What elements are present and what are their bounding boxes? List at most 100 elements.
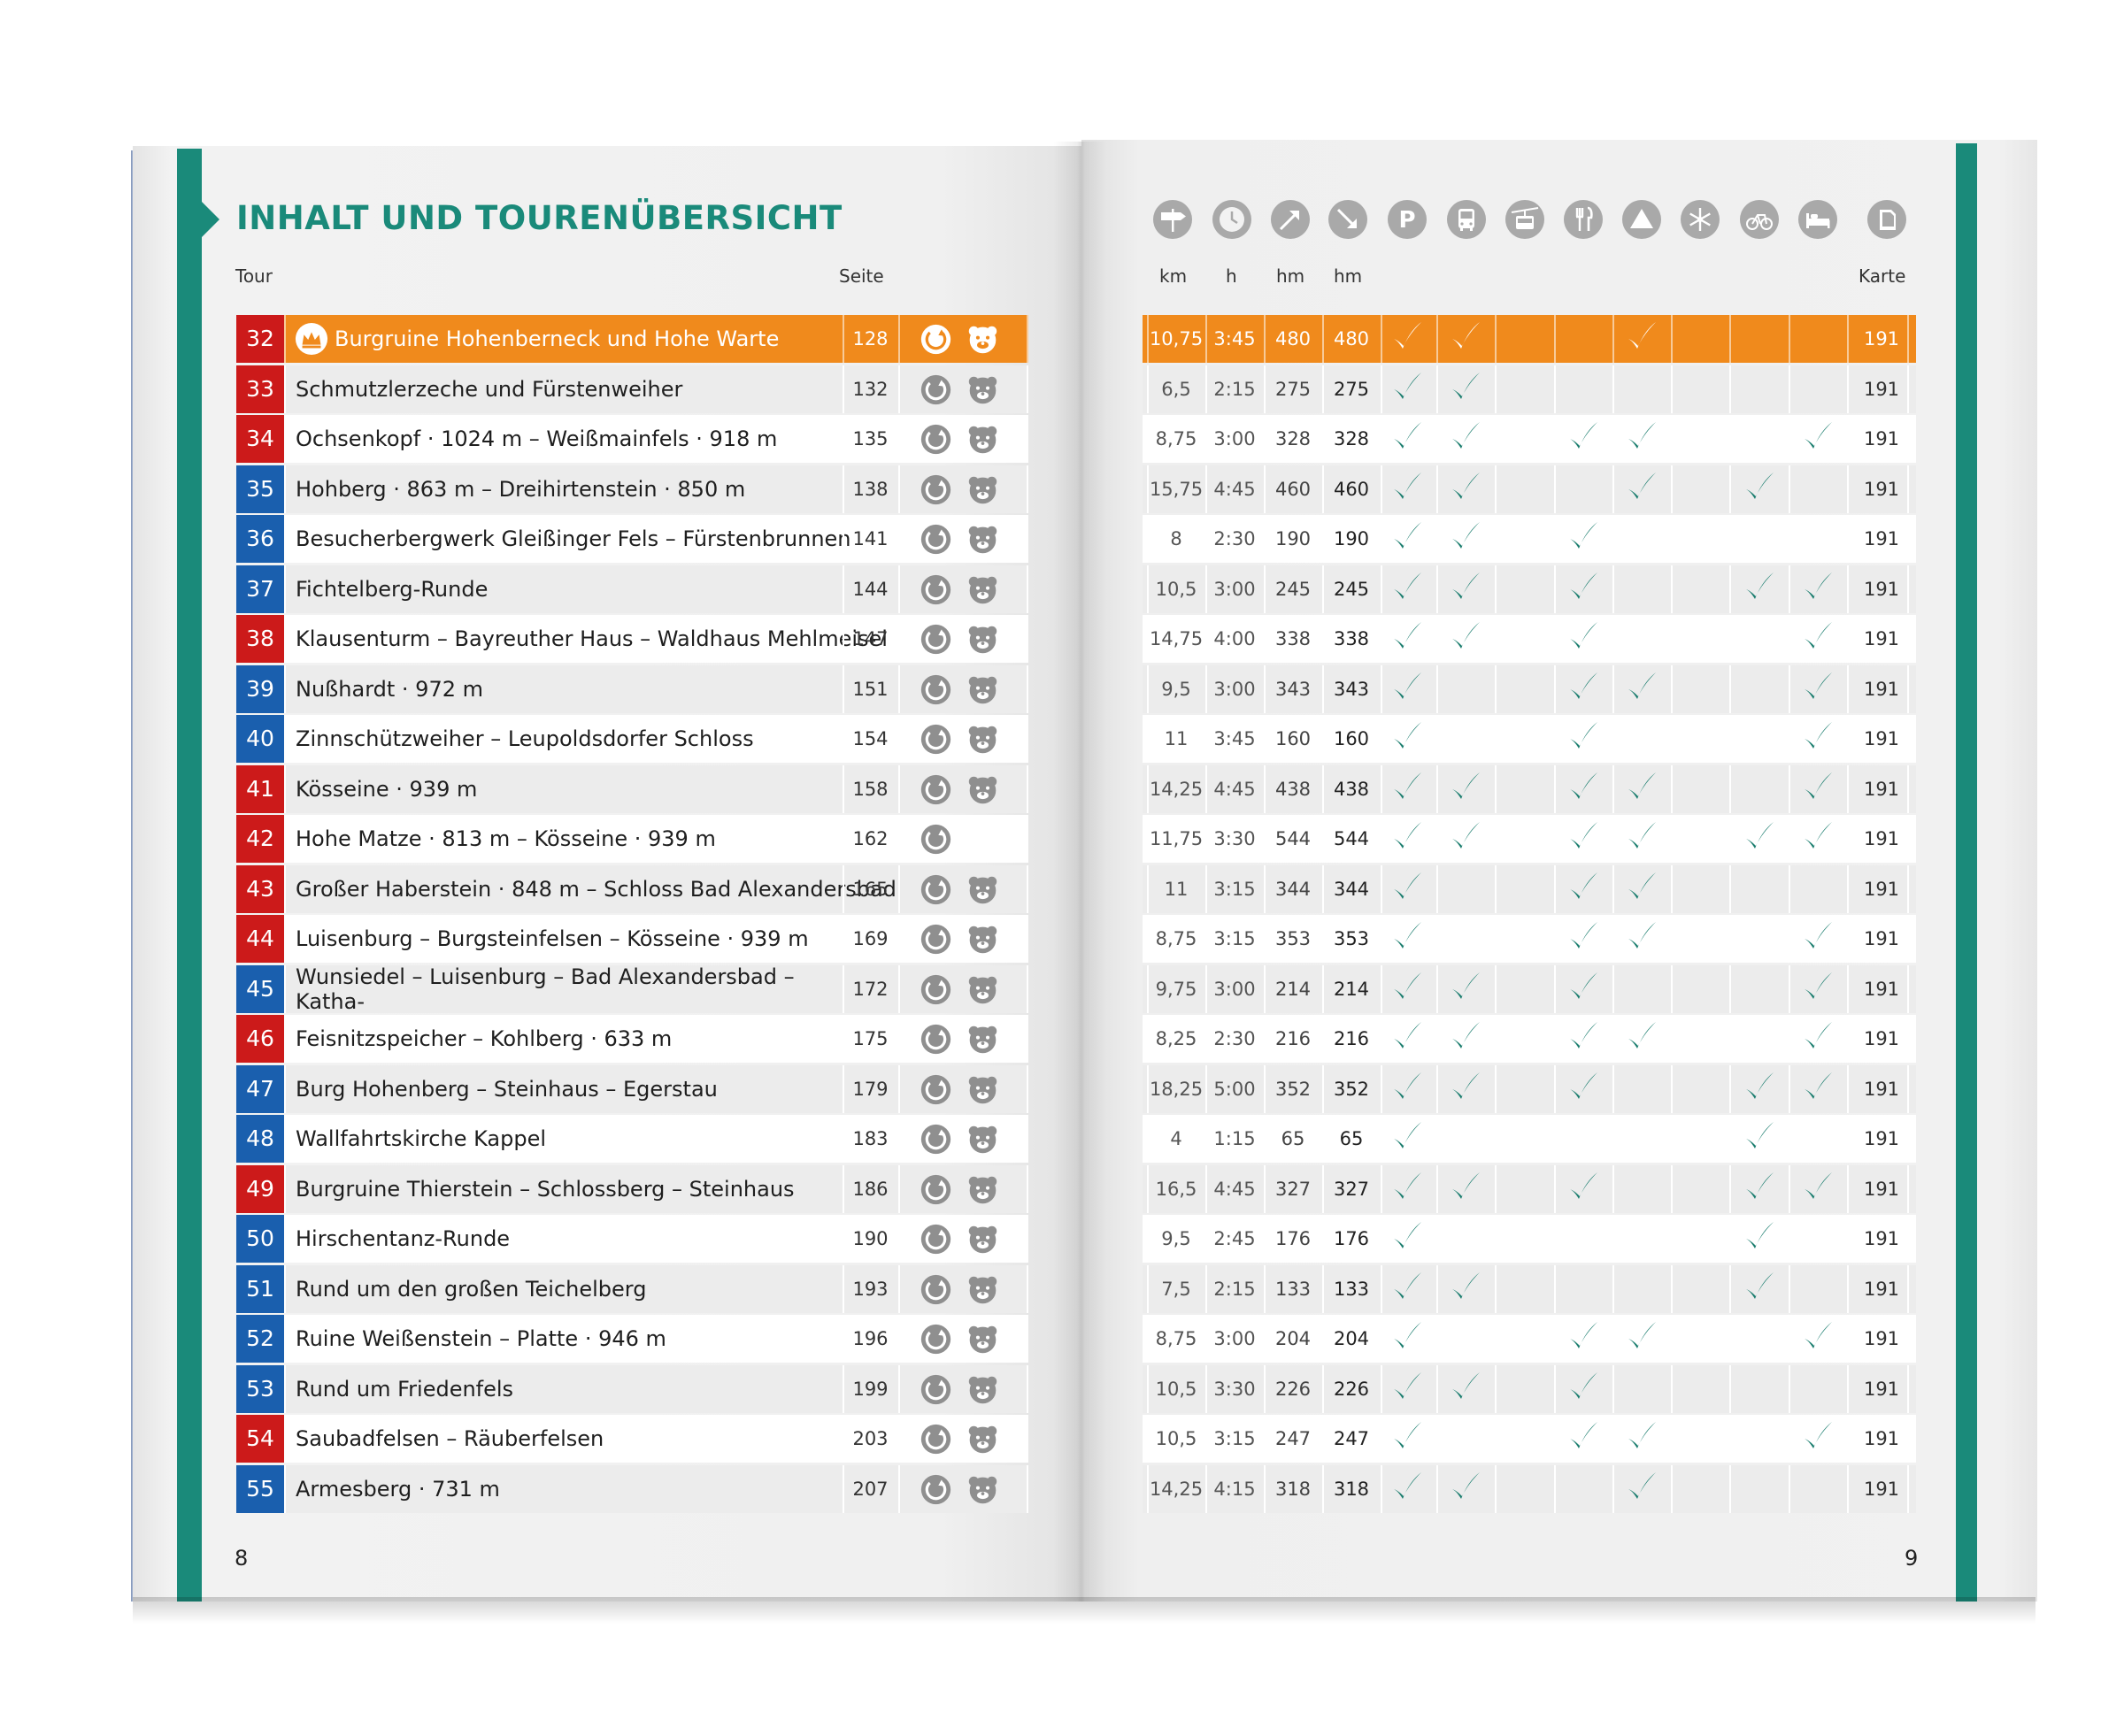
column-separator [1671, 1365, 1673, 1413]
column-separator [1847, 1015, 1849, 1063]
column-separator [1322, 1465, 1324, 1513]
column-separator [1847, 565, 1849, 613]
tour-number-badge: 37 [236, 565, 284, 613]
column-separator [898, 315, 900, 363]
column-separator [1264, 1415, 1266, 1463]
bed-check-icon [1799, 1069, 1836, 1108]
column-separator [1671, 715, 1673, 763]
column-separator [1027, 865, 1028, 913]
column-separator [843, 465, 844, 513]
round-tour-icon [920, 1373, 952, 1406]
column-separator [843, 1215, 844, 1263]
column-separator [1729, 1215, 1731, 1263]
table-row: 48 Wallfahrtskirche Kappel 183 4 1:15 65 65 191 [0, 1115, 2124, 1163]
column-separator [1612, 765, 1614, 813]
distance-km: 8,75 [1155, 928, 1197, 949]
column-separator [1554, 1015, 1556, 1063]
round-tour-icon [920, 573, 952, 606]
restaurant-check-icon [1565, 818, 1602, 857]
family-bear-icon [966, 723, 999, 756]
column-separator [1907, 965, 1909, 1013]
column-header-tour: Tour [235, 265, 273, 287]
column-separator [1264, 465, 1266, 513]
page-ref: 169 [852, 928, 889, 949]
map-ref: 191 [1863, 1328, 1900, 1349]
column-separator [1322, 1065, 1324, 1113]
duration-h: 3:00 [1213, 1328, 1256, 1349]
column-separator [1322, 1215, 1324, 1263]
ascent-hm: 352 [1274, 1079, 1312, 1100]
restaurant-check-icon [1565, 969, 1602, 1008]
bed-check-icon [1799, 769, 1836, 808]
column-separator [1729, 1165, 1731, 1213]
column-separator [1381, 365, 1382, 413]
family-bear-icon [966, 1023, 999, 1056]
column-separator [1436, 915, 1438, 963]
column-separator [1671, 915, 1673, 963]
table-row: 50 Hirschentanz-Runde 190 9,5 2:45 176 176 191 [0, 1215, 2124, 1263]
column-separator [1729, 715, 1731, 763]
row-background-right [1143, 1465, 1916, 1513]
column-separator [843, 1115, 844, 1163]
column-separator [1729, 965, 1731, 1013]
family-bear-icon [966, 323, 999, 356]
family-bear-icon [966, 1323, 999, 1356]
column-separator [1027, 1065, 1028, 1113]
table-row: 32 Burgruine Hohenberneck und Hohe Warte 1… [0, 315, 2124, 363]
column-separator [1554, 1115, 1556, 1163]
bus-check-icon [1447, 1369, 1484, 1408]
column-separator [1027, 1165, 1028, 1213]
page-ref: 183 [852, 1128, 889, 1149]
duration-h: 3:45 [1213, 728, 1256, 749]
hut-check-icon [1623, 1318, 1660, 1357]
descent-hm: 216 [1333, 1028, 1370, 1049]
column-separator [1205, 1315, 1207, 1363]
column-separator [1789, 1215, 1790, 1263]
column-separator [1322, 315, 1324, 363]
column-separator [1554, 1215, 1556, 1263]
column-separator [1847, 1065, 1849, 1113]
ascent-hm: 176 [1274, 1228, 1312, 1249]
column-separator [1436, 1115, 1438, 1163]
tour-number-badge: 53 [236, 1365, 284, 1413]
signpost-icon [1153, 200, 1192, 239]
row-background-right [1143, 1365, 1916, 1413]
column-separator [1612, 865, 1614, 913]
ascent-hm: 204 [1274, 1328, 1312, 1349]
column-separator [1907, 565, 1909, 613]
column-separator [1381, 1015, 1382, 1063]
column-separator [1847, 1215, 1849, 1263]
duration-h: 3:15 [1213, 1428, 1256, 1449]
duration-h: 4:45 [1213, 1179, 1256, 1200]
column-separator [1381, 1465, 1382, 1513]
hut-check-icon [1623, 869, 1660, 908]
column-separator [1436, 415, 1438, 463]
column-separator [1729, 315, 1731, 363]
ascent-hm: 160 [1274, 728, 1312, 749]
column-separator [1147, 565, 1149, 613]
column-separator [843, 1265, 844, 1313]
column-separator [1789, 765, 1790, 813]
family-bear-icon [966, 1423, 999, 1456]
column-separator [1205, 315, 1207, 363]
map-ref: 191 [1863, 1228, 1900, 1249]
table-row: 42 Hohe Matze · 813 m – Kösseine · 939 m 1… [0, 815, 2124, 863]
column-separator [1554, 1165, 1556, 1213]
column-separator [898, 715, 900, 763]
restaurant-check-icon [1565, 1069, 1602, 1108]
tour-name: Saubadfelsen – Räuberfelsen [296, 1426, 604, 1451]
column-separator [1264, 1115, 1266, 1163]
column-separator [1847, 915, 1849, 963]
family-bear-icon [966, 873, 999, 906]
column-separator [284, 665, 286, 713]
round-tour-icon [920, 1123, 952, 1156]
descent-hm: 176 [1333, 1228, 1370, 1249]
page-ref: 207 [852, 1479, 889, 1500]
column-separator [1554, 1065, 1556, 1113]
column-separator [1789, 515, 1790, 563]
column-separator [1671, 465, 1673, 513]
page-ref: 179 [852, 1079, 889, 1100]
map-ref: 191 [1863, 1128, 1900, 1149]
ascent-hm: 338 [1274, 628, 1312, 649]
column-separator [1027, 565, 1028, 613]
